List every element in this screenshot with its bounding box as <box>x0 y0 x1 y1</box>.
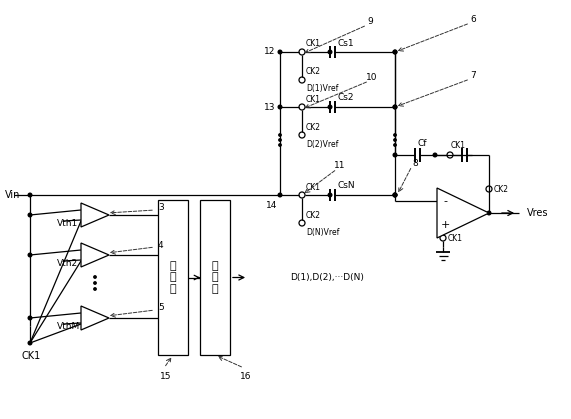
Circle shape <box>28 316 32 320</box>
Circle shape <box>487 211 491 215</box>
Circle shape <box>328 50 332 54</box>
Text: Vres: Vres <box>527 208 549 218</box>
Text: CsN: CsN <box>337 181 355 191</box>
Text: D(1)Vref: D(1)Vref <box>306 85 339 93</box>
Text: 14: 14 <box>266 201 277 210</box>
Text: Cf: Cf <box>418 140 428 148</box>
Text: +: + <box>440 220 450 230</box>
Circle shape <box>299 104 305 110</box>
Text: D(1),D(2),···D(N): D(1),D(2),···D(N) <box>290 273 364 282</box>
Text: CK2: CK2 <box>306 67 321 77</box>
Text: Vin: Vin <box>5 190 21 200</box>
Text: CK1: CK1 <box>448 233 463 243</box>
Text: VthM: VthM <box>57 321 81 331</box>
Bar <box>158 200 188 355</box>
Circle shape <box>28 213 32 217</box>
Circle shape <box>394 134 396 136</box>
Polygon shape <box>437 188 489 238</box>
Text: Cs1: Cs1 <box>337 39 353 47</box>
Circle shape <box>279 144 281 146</box>
Text: Cs2: Cs2 <box>337 93 353 103</box>
Text: 加
法
器: 加 法 器 <box>170 261 176 294</box>
Text: 12: 12 <box>264 47 275 57</box>
Circle shape <box>393 153 397 157</box>
Circle shape <box>279 139 281 141</box>
Text: 编
码
器: 编 码 器 <box>212 261 218 294</box>
Circle shape <box>299 192 305 198</box>
Circle shape <box>299 49 305 55</box>
Circle shape <box>328 105 332 109</box>
Text: CK1: CK1 <box>306 39 321 49</box>
Circle shape <box>328 193 332 197</box>
Circle shape <box>28 253 32 257</box>
Text: 9: 9 <box>367 18 373 26</box>
Circle shape <box>94 282 96 284</box>
Text: 16: 16 <box>240 372 251 380</box>
Circle shape <box>299 220 305 226</box>
Circle shape <box>393 105 397 109</box>
Text: 10: 10 <box>366 73 378 83</box>
Text: 15: 15 <box>160 372 171 380</box>
Text: 6: 6 <box>470 16 476 24</box>
Circle shape <box>433 153 437 157</box>
Circle shape <box>393 105 397 109</box>
Text: CK2: CK2 <box>306 122 321 132</box>
Circle shape <box>299 132 305 138</box>
Circle shape <box>393 50 397 54</box>
Circle shape <box>94 276 96 278</box>
Circle shape <box>299 77 305 83</box>
Text: CK1: CK1 <box>22 351 41 361</box>
Circle shape <box>486 186 492 192</box>
Text: 11: 11 <box>334 161 346 171</box>
Text: Vth2: Vth2 <box>57 259 78 267</box>
Text: -: - <box>443 196 447 206</box>
Circle shape <box>394 144 396 146</box>
Text: 13: 13 <box>263 103 275 111</box>
Circle shape <box>440 235 446 241</box>
Circle shape <box>278 50 282 54</box>
Bar <box>200 200 230 355</box>
Text: CK1: CK1 <box>306 95 321 103</box>
Text: CK1: CK1 <box>451 142 466 150</box>
Text: 7: 7 <box>470 72 476 80</box>
Text: CK2: CK2 <box>494 184 509 194</box>
Text: D(N)Vref: D(N)Vref <box>306 228 339 236</box>
Text: CK2: CK2 <box>306 210 321 220</box>
Circle shape <box>279 134 281 136</box>
Circle shape <box>393 193 397 197</box>
Circle shape <box>278 105 282 109</box>
Text: CK1: CK1 <box>306 183 321 191</box>
Circle shape <box>394 139 396 141</box>
Circle shape <box>393 50 397 54</box>
Circle shape <box>28 193 32 197</box>
Text: 4: 4 <box>158 241 164 249</box>
Circle shape <box>393 193 397 197</box>
Text: Vth1: Vth1 <box>57 218 78 228</box>
Polygon shape <box>81 306 109 330</box>
Circle shape <box>278 193 282 197</box>
Polygon shape <box>81 243 109 267</box>
Text: D(2)Vref: D(2)Vref <box>306 140 339 148</box>
Circle shape <box>94 288 96 290</box>
Polygon shape <box>81 203 109 227</box>
Text: 5: 5 <box>158 303 164 313</box>
Text: 8: 8 <box>412 158 418 168</box>
Text: 3: 3 <box>158 204 164 212</box>
Circle shape <box>393 193 397 197</box>
Circle shape <box>447 152 453 158</box>
Circle shape <box>28 341 32 345</box>
